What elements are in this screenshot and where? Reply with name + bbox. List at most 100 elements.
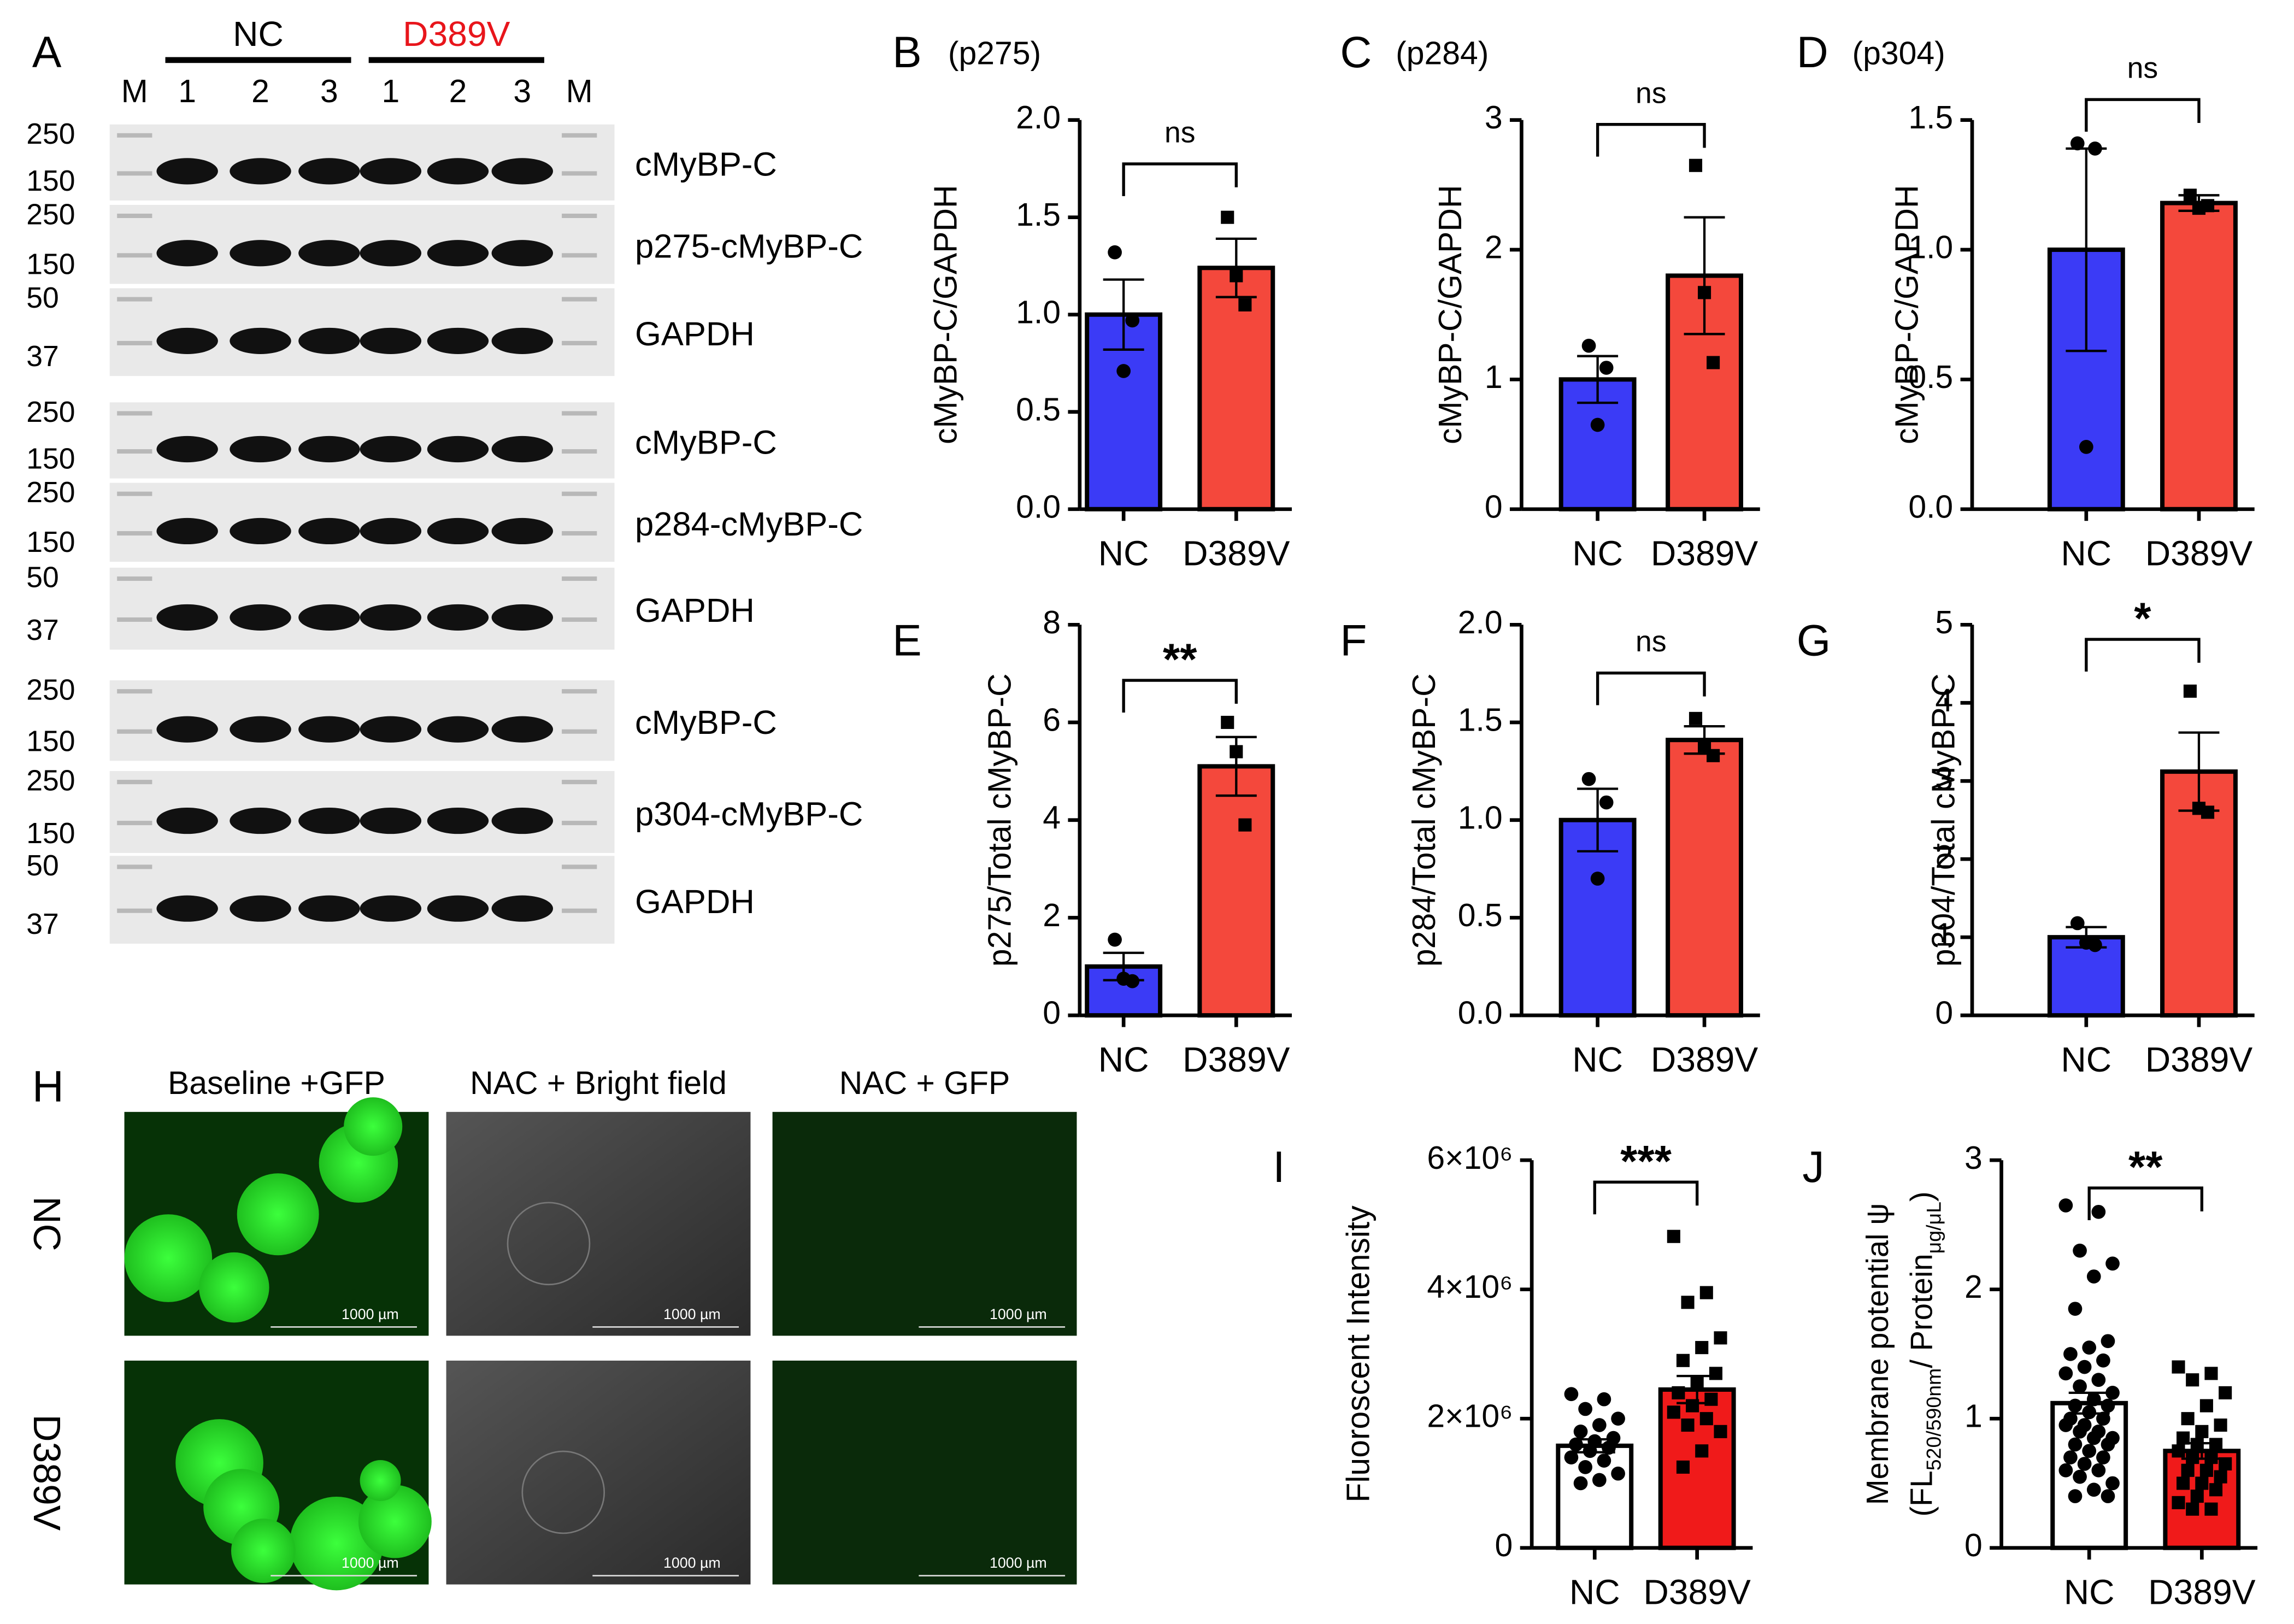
y-tick-label: 0.0 xyxy=(1458,996,1503,1031)
data-point xyxy=(2096,1411,2110,1426)
band xyxy=(491,716,554,743)
significance-label: *** xyxy=(1620,1137,1672,1186)
data-point xyxy=(1108,932,1122,947)
band xyxy=(360,517,422,545)
y-tick-label: 6 xyxy=(1043,703,1061,738)
y-tick-label: 1.0 xyxy=(1016,295,1061,330)
data-point xyxy=(2172,1496,2185,1509)
data-point xyxy=(1230,269,1243,283)
significance-label: ** xyxy=(2128,1143,2163,1192)
ladder-band xyxy=(562,133,597,138)
error-bar xyxy=(1215,237,1257,298)
data-point xyxy=(2058,1418,2073,1432)
data-point xyxy=(2063,1347,2078,1361)
data-point xyxy=(2199,1399,2213,1413)
x-tick-label: NC xyxy=(1569,1572,1620,1611)
x-tick-label: NC xyxy=(2061,533,2111,573)
data-point xyxy=(2186,1373,2199,1387)
data-point xyxy=(2073,1243,2087,1258)
data-point xyxy=(1689,158,1703,172)
data-point xyxy=(2086,1431,2101,1445)
ladder-band xyxy=(117,531,152,536)
ladder-band xyxy=(562,340,597,345)
mw-label: 250 xyxy=(26,198,75,231)
data-point xyxy=(2058,1198,2073,1213)
data-point xyxy=(1564,1450,1579,1464)
significance-bracket xyxy=(1593,1180,1699,1215)
data-point xyxy=(1707,356,1720,369)
data-point xyxy=(2068,1302,2083,1316)
data-point xyxy=(2186,1451,2199,1464)
data-point xyxy=(1676,1460,1690,1474)
data-point xyxy=(1125,313,1140,328)
mw-label: 250 xyxy=(26,476,75,509)
panel-title: (p284) xyxy=(1396,36,1489,71)
group-label: NC xyxy=(233,14,284,54)
band xyxy=(360,604,422,631)
band xyxy=(360,436,422,463)
scale-label: 1000 µm xyxy=(342,1555,399,1571)
data-point xyxy=(2058,1463,2073,1478)
panel-letter: B xyxy=(892,28,922,77)
lane-label: 3 xyxy=(320,74,338,109)
ladder-band xyxy=(562,171,597,176)
data-point xyxy=(2073,1469,2087,1484)
data-point xyxy=(2063,1450,2078,1464)
band xyxy=(298,158,360,185)
bar xyxy=(1197,764,1275,1018)
x-tick-label: NC xyxy=(1572,533,1623,573)
data-point xyxy=(1116,364,1131,378)
band xyxy=(491,436,554,463)
data-point xyxy=(1581,338,1596,353)
ladder-band xyxy=(562,297,597,302)
data-point xyxy=(1578,1460,1592,1474)
data-point xyxy=(2195,1476,2209,1490)
data-point xyxy=(1695,1444,1709,1458)
data-point xyxy=(1581,772,1596,786)
bar xyxy=(1197,266,1275,511)
band xyxy=(427,240,489,267)
protein-label: p275-cMyBP-C xyxy=(635,228,863,266)
band xyxy=(230,158,291,185)
gfp-cell xyxy=(231,1519,296,1583)
mw-label: 37 xyxy=(26,908,59,940)
data-point xyxy=(1699,1286,1713,1299)
y-tick-label: 0.0 xyxy=(1016,489,1061,525)
ladder-band xyxy=(117,729,152,734)
y-axis-label: (FL520/590nm/ Proteinμg/μL) xyxy=(1904,1191,1945,1516)
y-tick-label: 3 xyxy=(1485,100,1503,136)
bar xyxy=(1666,738,1743,1018)
y-tick-label: 3 xyxy=(1964,1140,1983,1176)
band xyxy=(298,327,360,355)
data-point xyxy=(1564,1387,1579,1402)
data-point xyxy=(1686,1399,1699,1413)
band xyxy=(360,807,422,834)
y-tick-label: 0.0 xyxy=(1908,489,1953,525)
data-point xyxy=(1599,361,1614,375)
column-heading: NAC + Bright field xyxy=(470,1066,727,1101)
data-point xyxy=(2105,1256,2120,1271)
mw-label: 50 xyxy=(26,282,59,314)
y-tick-label: 2 xyxy=(1043,898,1061,933)
error-bar xyxy=(1103,278,1144,351)
data-point xyxy=(1714,1331,1727,1345)
y-axis-label: Fluoroscent Intensity xyxy=(1340,1205,1376,1503)
scale-label: 1000 µm xyxy=(990,1555,1047,1571)
data-point xyxy=(1611,1411,1625,1426)
y-tick-label: 6×10⁶ xyxy=(1427,1140,1513,1176)
data-point xyxy=(2088,938,2102,952)
y-axis-label: p304/Total cMyBP-C xyxy=(1926,673,1961,967)
protein-label: p304-cMyBP-C xyxy=(635,795,863,833)
band xyxy=(156,158,218,185)
band xyxy=(298,517,360,545)
ladder-band xyxy=(117,133,152,138)
data-point xyxy=(2201,199,2215,213)
band xyxy=(427,716,489,743)
lane-label: 1 xyxy=(381,74,399,109)
data-point xyxy=(1602,1440,1616,1455)
data-point xyxy=(1573,1424,1588,1439)
y-axis-label: cMyBP-C/GAPDH xyxy=(928,185,963,444)
data-point xyxy=(1238,298,1252,311)
gfp-cell xyxy=(344,1097,403,1156)
protein-label: GAPDH xyxy=(635,592,755,629)
